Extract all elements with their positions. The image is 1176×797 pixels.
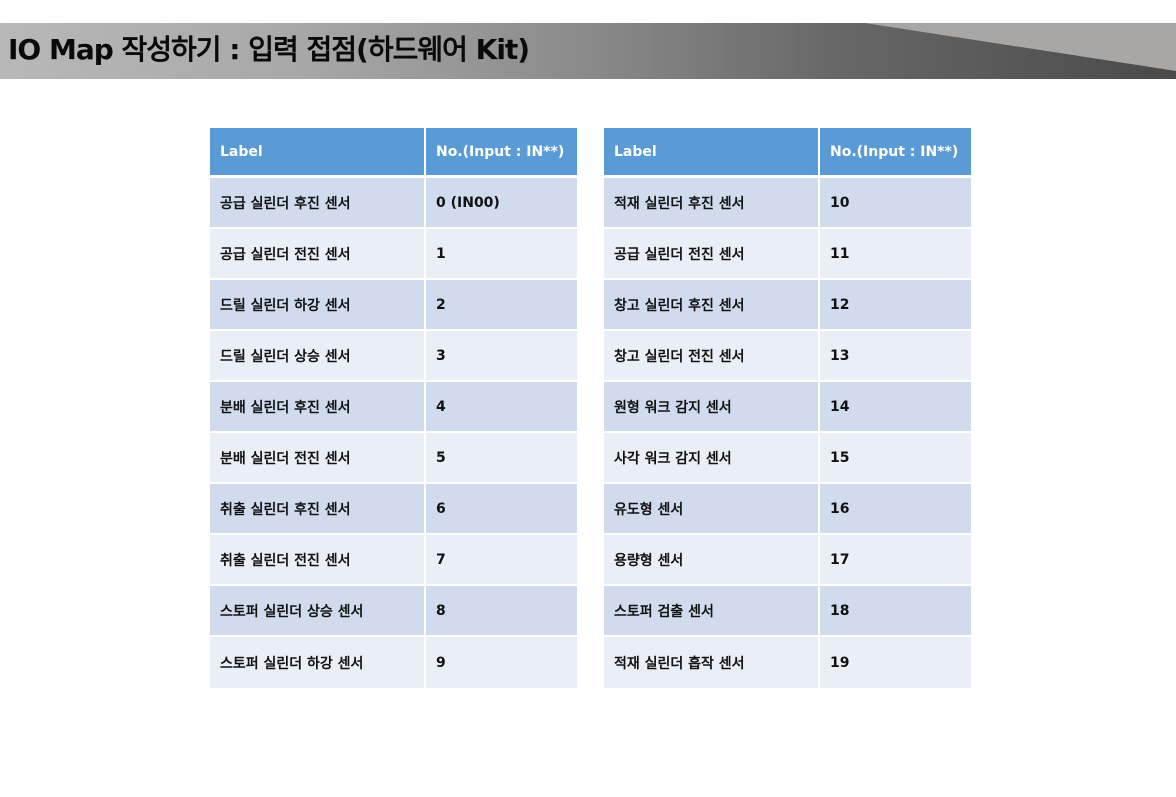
cell-label: 원형 워크 감지 센서 [604, 382, 820, 433]
page-title: IO Map 작성하기 : 입력 접점(하드웨어 Kit) [8, 33, 530, 66]
cell-number: 7 [426, 535, 577, 586]
cell-label: 취출 실린더 전진 센서 [210, 535, 426, 586]
cell-number: 3 [426, 331, 577, 382]
cell-number: 10 [820, 178, 971, 229]
cell-label: 창고 실린더 전진 센서 [604, 331, 820, 382]
cell-label: 스토퍼 실린더 하강 센서 [210, 637, 426, 688]
title-bar-decoration [865, 23, 1176, 71]
cell-number: 2 [426, 280, 577, 331]
table-row: 창고 실린더 후진 센서 12 [604, 280, 971, 331]
table-row: 드릴 실린더 하강 센서 2 [210, 280, 577, 331]
table-row: 스토퍼 실린더 상승 센서 8 [210, 586, 577, 637]
cell-label: 분배 실린더 전진 센서 [210, 433, 426, 484]
table-row: 공급 실린더 후진 센서 0 (IN00) [210, 178, 577, 229]
io-table-right: Label No.(Input : IN**) 적재 실린더 후진 센서 10 공… [604, 128, 971, 688]
cell-label: 적재 실린더 후진 센서 [604, 178, 820, 229]
cell-label: 유도형 센서 [604, 484, 820, 535]
table-row: 원형 워크 감지 센서 14 [604, 382, 971, 433]
header-label: Label [210, 128, 426, 178]
cell-number: 4 [426, 382, 577, 433]
io-table-left: Label No.(Input : IN**) 공급 실린더 후진 센서 0 (I… [210, 128, 577, 688]
table-row: 공급 실린더 전진 센서 11 [604, 229, 971, 280]
title-bar: IO Map 작성하기 : 입력 접점(하드웨어 Kit) [0, 23, 1176, 79]
cell-number: 6 [426, 484, 577, 535]
cell-label: 분배 실린더 후진 센서 [210, 382, 426, 433]
table-row: 창고 실린더 전진 센서 13 [604, 331, 971, 382]
cell-number: 19 [820, 637, 971, 688]
cell-label: 공급 실린더 전진 센서 [210, 229, 426, 280]
cell-label: 스토퍼 실린더 상승 센서 [210, 586, 426, 637]
cell-number: 15 [820, 433, 971, 484]
cell-number: 1 [426, 229, 577, 280]
cell-number: 16 [820, 484, 971, 535]
cell-label: 공급 실린더 전진 센서 [604, 229, 820, 280]
header-number: No.(Input : IN**) [426, 128, 577, 178]
table-row: 공급 실린더 전진 센서 1 [210, 229, 577, 280]
cell-label: 적재 실린더 흡작 센서 [604, 637, 820, 688]
cell-number: 14 [820, 382, 971, 433]
header-label: Label [604, 128, 820, 178]
table-row: 용량형 센서 17 [604, 535, 971, 586]
table-row: 분배 실린더 전진 센서 5 [210, 433, 577, 484]
table-row: 취출 실린더 전진 센서 7 [210, 535, 577, 586]
cell-label: 드릴 실린더 하강 센서 [210, 280, 426, 331]
table-row: 취출 실린더 후진 센서 6 [210, 484, 577, 535]
cell-number: 18 [820, 586, 971, 637]
table-row: 사각 워크 감지 센서 15 [604, 433, 971, 484]
table-row: 스토퍼 실린더 하강 센서 9 [210, 637, 577, 688]
cell-label: 스토퍼 검출 센서 [604, 586, 820, 637]
cell-label: 공급 실린더 후진 센서 [210, 178, 426, 229]
cell-number: 5 [426, 433, 577, 484]
cell-label: 사각 워크 감지 센서 [604, 433, 820, 484]
cell-label: 취출 실린더 후진 센서 [210, 484, 426, 535]
cell-number: 8 [426, 586, 577, 637]
table-row: 분배 실린더 후진 센서 4 [210, 382, 577, 433]
table-row: 드릴 실린더 상승 센서 3 [210, 331, 577, 382]
cell-number: 17 [820, 535, 971, 586]
table-row: 적재 실린더 흡작 센서 19 [604, 637, 971, 688]
header-row: Label No.(Input : IN**) [210, 128, 577, 178]
table-row: 적재 실린더 후진 센서 10 [604, 178, 971, 229]
cell-number: 11 [820, 229, 971, 280]
cell-number: 12 [820, 280, 971, 331]
table-row: 유도형 센서 16 [604, 484, 971, 535]
cell-number: 9 [426, 637, 577, 688]
cell-label: 드릴 실린더 상승 센서 [210, 331, 426, 382]
table-row: 스토퍼 검출 센서 18 [604, 586, 971, 637]
cell-label: 용량형 센서 [604, 535, 820, 586]
cell-number: 0 (IN00) [426, 178, 577, 229]
cell-label: 창고 실린더 후진 센서 [604, 280, 820, 331]
header-number: No.(Input : IN**) [820, 128, 971, 178]
header-row: Label No.(Input : IN**) [604, 128, 971, 178]
cell-number: 13 [820, 331, 971, 382]
